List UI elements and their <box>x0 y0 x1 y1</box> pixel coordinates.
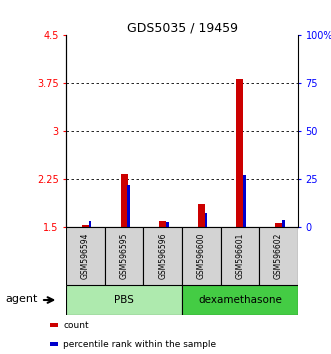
Text: GSM596602: GSM596602 <box>274 233 283 279</box>
Text: percentile rank within the sample: percentile rank within the sample <box>63 340 216 349</box>
Bar <box>236 79 243 227</box>
FancyBboxPatch shape <box>182 227 221 285</box>
Bar <box>50 342 58 346</box>
FancyBboxPatch shape <box>221 227 259 285</box>
Text: GSM596600: GSM596600 <box>197 233 206 279</box>
Text: agent: agent <box>5 293 38 303</box>
FancyBboxPatch shape <box>66 227 105 285</box>
Text: PBS: PBS <box>114 295 134 305</box>
Title: GDS5035 / 19459: GDS5035 / 19459 <box>126 21 238 34</box>
Bar <box>89 221 91 227</box>
Bar <box>282 220 285 227</box>
Bar <box>120 174 127 227</box>
FancyBboxPatch shape <box>143 227 182 285</box>
Bar <box>166 222 169 227</box>
Text: GSM596594: GSM596594 <box>81 233 90 279</box>
FancyBboxPatch shape <box>105 227 143 285</box>
Text: GSM596601: GSM596601 <box>235 233 245 279</box>
Text: GSM596595: GSM596595 <box>119 233 129 279</box>
Bar <box>159 221 166 227</box>
Bar <box>82 225 89 227</box>
Text: dexamethasone: dexamethasone <box>198 295 282 305</box>
Text: count: count <box>63 321 89 330</box>
Bar <box>243 175 246 227</box>
Bar <box>205 213 207 227</box>
FancyBboxPatch shape <box>259 227 298 285</box>
FancyBboxPatch shape <box>66 285 182 315</box>
Text: GSM596596: GSM596596 <box>158 233 167 279</box>
Bar <box>275 223 282 227</box>
Bar <box>50 324 58 327</box>
FancyBboxPatch shape <box>182 285 298 315</box>
Bar <box>198 204 205 227</box>
Bar <box>127 184 130 227</box>
